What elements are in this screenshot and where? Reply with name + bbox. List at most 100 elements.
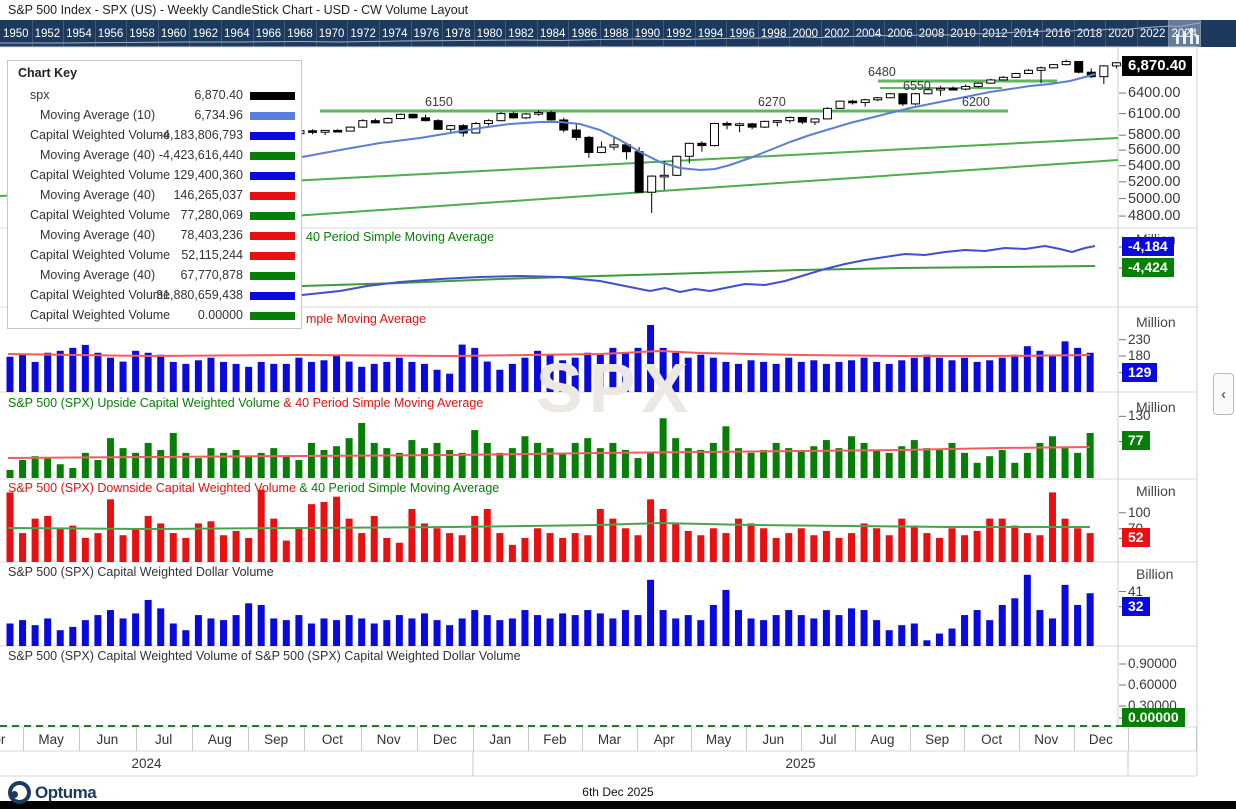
chart-key-row-label: Capital Weighted Volume [30,168,171,182]
price-tick-5200.00: 5200.00 [1128,173,1181,190]
year-nav-cell-1964[interactable]: 1964 [221,20,254,47]
year-nav-cell-2012[interactable]: 2012 [979,20,1012,47]
year-nav-cell-2014[interactable]: 2014 [1011,20,1044,47]
year-nav-cell-1980[interactable]: 1980 [474,20,507,47]
chart-key-row-value: 6,734.96 [194,108,243,122]
year-nav-cell-1966[interactable]: 1966 [253,20,286,47]
upside-panel-title-text: & 40 Period Simple Moving Average [283,396,484,410]
upside-value-badge: 77 [1122,431,1150,451]
chart-key-row: Moving Average (40) 67,770,878 [8,265,301,285]
year-nav-cell-1974[interactable]: 1974 [379,20,412,47]
downside-panel-title-text: S&P 500 (SPX) Downside Capital Weighted … [8,481,300,495]
collapse-panel-button[interactable]: ‹ [1213,373,1234,415]
month-cell-Apr-0: Apr [0,727,24,751]
year-nav-cell-2000[interactable]: 2000 [790,20,823,47]
year-nav-cell-1950[interactable]: 1950 [0,20,33,47]
price-level-label-6550: 6550 [903,79,931,93]
chart-key-legend[interactable]: Chart Key spx 6,870.40 Moving Average (10)… [7,60,302,329]
chart-key-row-label: spx [30,88,50,102]
bottom-bar [0,801,1236,809]
chart-key-row-value: 0.00000 [197,308,243,322]
chart-key-color-swatch [250,92,295,100]
month-cell-Sep-17: Sep [910,727,966,751]
year-nav-cell-1996[interactable]: 1996 [726,20,759,47]
year-nav-cell-2016[interactable]: 2016 [1042,20,1075,47]
year-nav-cell-2002[interactable]: 2002 [821,20,854,47]
year-nav-cell-2020[interactable]: 2020 [1105,20,1138,47]
cwv-panel-title: mple Moving Average [306,312,426,326]
year-nav-cell-1954[interactable]: 1954 [63,20,96,47]
optuma-logo: Optuma [8,781,97,804]
year-nav-cell-1982[interactable]: 1982 [505,20,538,47]
chart-key-color-swatch [250,292,295,300]
net-cwv-panel-title-text: 40 Period Simple Moving Average [306,230,495,244]
year-nav-cell-1960[interactable]: 1960 [158,20,191,47]
chart-key-row-label: Moving Average (10) [40,108,156,122]
downside-panel-title-text: & 40 Period Simple Moving Average [299,481,500,495]
month-cell-Oct-6: Oct [304,727,362,751]
year-nav-cell-1992[interactable]: 1992 [663,20,696,47]
chart-key-row-value: 52,115,244 [181,248,243,262]
year-cell-2025: 2025 [785,756,816,771]
cwv_total-tick-230: 230 [1128,331,1151,347]
month-cell-Sep-5: Sep [248,727,306,751]
downside-value-badge: 52 [1122,528,1150,548]
chevron-left-icon: ‹ [1221,385,1226,403]
chart-key-row-label: Moving Average (40) [40,268,156,282]
year-nav-cell-2006[interactable]: 2006 [884,20,917,47]
year-nav-cell-1958[interactable]: 1958 [126,20,159,47]
year-nav-cell-1952[interactable]: 1952 [32,20,65,47]
year-nav-cell-2024[interactable]: 2024 [1168,20,1202,47]
chart-key-color-swatch [250,132,295,140]
year-nav-cell-1968[interactable]: 1968 [284,20,317,47]
month-cell-Jul-3: Jul [136,727,193,751]
chart-key-row: Capital Weighted Volume 77,280,069 [8,205,301,225]
dollar_volume-tick-41: 41 [1128,583,1144,599]
chart-key-color-swatch [250,212,295,220]
chart-key-row-label: Capital Weighted Volume [30,128,171,142]
chart-key-row-label: Moving Average (40) [40,148,156,162]
year-nav-cell-1956[interactable]: 1956 [95,20,128,47]
chart-key-row: Moving Average (40) -4,423,616,440 [8,145,301,165]
year-nav-cell-1978[interactable]: 1978 [442,20,475,47]
chart-key-color-swatch [250,312,295,320]
year-nav-cell-2004[interactable]: 2004 [853,20,886,47]
year-nav-cell-1962[interactable]: 1962 [189,20,223,47]
net-cwv-panel-title: 40 Period Simple Moving Average [306,230,494,244]
year-nav-cell-1998[interactable]: 1998 [758,20,791,47]
chart-key-row: Moving Average (40) 146,265,037 [8,185,301,205]
dollar_volume-value-badge: 32 [1122,596,1150,616]
cwv-panel-title-text: mple Moving Average [306,312,426,326]
year-nav-cell-2010[interactable]: 2010 [947,20,980,47]
price-tick-6400.00: 6400.00 [1128,85,1181,102]
chart-key-row-label: Moving Average (40) [40,228,156,242]
year-navigator[interactable]: 1950 1952 1954 1956 1958 1960 1962 1964 1966 1968… [0,20,1236,47]
year-nav-cell-1972[interactable]: 1972 [347,20,380,47]
year-nav-cell-2008[interactable]: 2008 [916,20,949,47]
year-nav-cell-1988[interactable]: 1988 [600,20,633,47]
chart-key-row-value: 146,265,037 [173,188,243,202]
cwv_total-axis-unit: Million [1136,314,1176,330]
chart-key-row-value: -4,183,806,793 [158,128,243,142]
year-nav-cell-1976[interactable]: 1976 [411,20,444,47]
dollar-volume-panel-title: S&P 500 (SPX) Capital Weighted Dollar Vo… [8,565,274,579]
year-nav-cell-1984[interactable]: 1984 [537,20,570,47]
year-nav-cell-2022[interactable]: 2022 [1137,20,1170,47]
cwv_total-tick-180: 180 [1128,348,1151,364]
chart-key-color-swatch [250,172,295,180]
ratio-value-badge: 0.00000 [1122,708,1185,727]
optuma-brand-text: Optuma [35,782,97,802]
chart-key-row: Moving Average (40) 78,403,236 [8,225,301,245]
year-nav-cell-1994[interactable]: 1994 [695,20,728,47]
chart-key-row-label: Capital Weighted Volume [30,208,171,222]
year-nav-cell-1970[interactable]: 1970 [316,20,349,47]
month-cell-Nov-19: Nov [1019,727,1075,751]
downside-panel-title: S&P 500 (SPX) Downside Capital Weighted … [8,481,499,495]
year-nav-cell-1990[interactable]: 1990 [632,20,665,47]
year-nav-cell-2018[interactable]: 2018 [1074,20,1107,47]
chart-key-row: Capital Weighted Volume -4,183,806,793 [8,125,301,145]
month-cell-Aug-16: Aug [855,727,911,751]
ratio-panel-title: S&P 500 (SPX) Capital Weighted Volume of… [8,649,521,663]
year-cell-2024: 2024 [131,756,162,771]
year-nav-cell-1986[interactable]: 1986 [568,20,602,47]
